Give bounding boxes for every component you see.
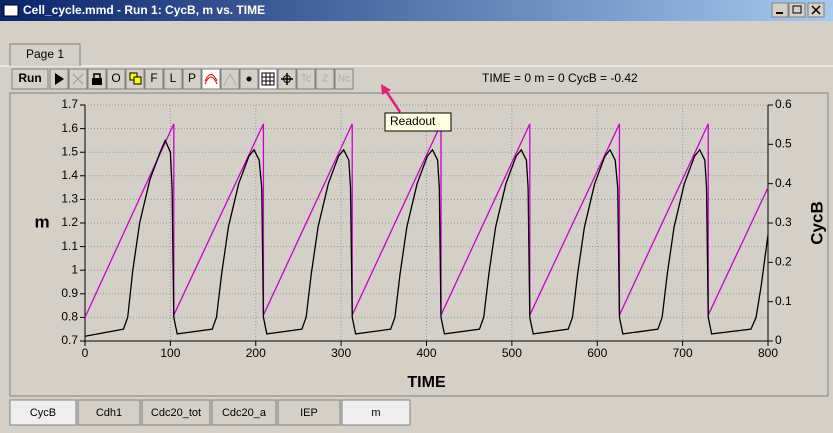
series-line	[84, 123, 769, 318]
curves-icon	[204, 74, 218, 85]
y-tick-label: 0.7	[61, 333, 78, 347]
toolbar-button[interactable]	[182, 68, 202, 90]
y-tick-label: 1.1	[61, 239, 78, 253]
variable-tab-label: Cdc20_tot	[151, 407, 201, 419]
toolbar-button[interactable]	[315, 68, 335, 90]
variable-tab[interactable]	[277, 399, 341, 426]
tooltip	[384, 112, 452, 132]
y-tick-label: 1.4	[61, 168, 78, 182]
window-title: Cell_cycle.mmd - Run 1: CycB, m vs. TIME	[23, 3, 265, 17]
close-icon	[811, 5, 821, 15]
y-tick-label: 1.3	[61, 192, 78, 206]
y2-tick-label: 0.2	[775, 255, 792, 269]
x-tick-label: 300	[331, 346, 351, 360]
maximize-icon	[792, 5, 802, 14]
toolbar-button-label: Z	[322, 74, 328, 85]
toolbar-button[interactable]	[163, 68, 183, 90]
variable-tab-label: CycB	[30, 407, 56, 419]
window-controls	[771, 2, 825, 18]
series-line	[84, 138, 769, 337]
toolbar-button-label: Nc	[338, 74, 350, 85]
lock-icon	[92, 78, 102, 85]
pointer-arrow-head	[381, 84, 391, 95]
y2-tick-label: 0.6	[775, 97, 792, 111]
y2-tick-label: 0.1	[775, 294, 792, 308]
variable-tab-label: m	[371, 407, 380, 419]
run-label: Run	[18, 71, 41, 85]
window-icon	[3, 4, 19, 17]
variable-tab[interactable]	[341, 399, 411, 426]
toolbar-button-label: O	[111, 71, 120, 85]
page-tab[interactable]	[9, 43, 81, 66]
lock-shackle	[93, 73, 101, 78]
toolbar-button[interactable]	[144, 68, 164, 90]
toolbar-button[interactable]	[296, 68, 316, 90]
grid-button[interactable]	[258, 68, 278, 90]
x-tick-label: 800	[758, 346, 778, 360]
y-tick-label: 1.6	[61, 121, 78, 135]
variable-tab-label: IEP	[300, 407, 318, 419]
toolbar-button-label: L	[170, 71, 177, 85]
curves-button[interactable]	[201, 68, 221, 90]
toolbar-button[interactable]	[334, 68, 354, 90]
variable-tab[interactable]	[211, 399, 277, 426]
y2-axis-label: CycB	[807, 201, 826, 244]
toolbar-button-label: P	[188, 71, 196, 85]
toolbar-button-label: F	[150, 71, 157, 85]
run-button[interactable]	[11, 68, 49, 90]
page-tab-label: Page 1	[26, 47, 64, 61]
variable-tab-label: Cdh1	[96, 407, 122, 419]
grid-icon	[261, 72, 275, 86]
chart: 0.7 0.8 0.9 1 1.1 1.2 1.3 1.4 1.5 1.6 1.7 0 0.1 0.2 0.…	[34, 97, 826, 391]
scatter-button[interactable]	[220, 68, 240, 90]
minimize-button[interactable]	[771, 2, 789, 18]
y-tick-label: 1	[71, 262, 78, 276]
x-axis-label: TIME	[407, 374, 446, 391]
y2-tick-label: 0.3	[775, 215, 792, 229]
toolbar-button[interactable]	[106, 68, 126, 90]
readout-text: TIME = 0 m = 0 CycB = -0.42	[482, 71, 638, 85]
y-tick-label: 1.7	[61, 97, 78, 111]
y-tick-label: 1.5	[61, 144, 78, 158]
x-tick-label: 700	[673, 346, 693, 360]
x-tick-label: 100	[160, 346, 180, 360]
y-tick-label: 0.9	[61, 286, 78, 300]
variable-tab[interactable]	[141, 399, 211, 426]
variable-tab[interactable]	[9, 399, 77, 426]
scatter-icon	[223, 72, 237, 86]
plot-panel	[9, 92, 829, 397]
variable-tab-label: Cdc20_a	[222, 407, 267, 419]
maximize-button[interactable]	[788, 2, 806, 18]
points-icon	[246, 76, 252, 82]
y-axis-label: m	[34, 212, 49, 231]
y2-tick-label: 0	[775, 333, 782, 347]
y-tick-label: 1.2	[61, 215, 78, 229]
x-tick-label: 600	[587, 346, 607, 360]
x-tick-label: 200	[246, 346, 266, 360]
toolbar-button-label: Tc	[301, 74, 311, 85]
readout-icon	[283, 75, 291, 83]
copy-icon	[133, 76, 142, 85]
variable-tab[interactable]	[77, 399, 141, 426]
x-tick-label: 500	[502, 346, 522, 360]
y-tick-label: 0.8	[61, 310, 78, 324]
y2-tick-label: 0.5	[775, 137, 792, 151]
play-icon	[55, 73, 64, 85]
title-bar	[0, 0, 833, 21]
tooltip-text: Readout	[390, 114, 436, 128]
x-tick-label: 0	[82, 346, 89, 360]
stop-icon	[72, 73, 84, 85]
x-tick-label: 400	[416, 346, 436, 360]
y2-tick-label: 0.4	[775, 176, 792, 190]
